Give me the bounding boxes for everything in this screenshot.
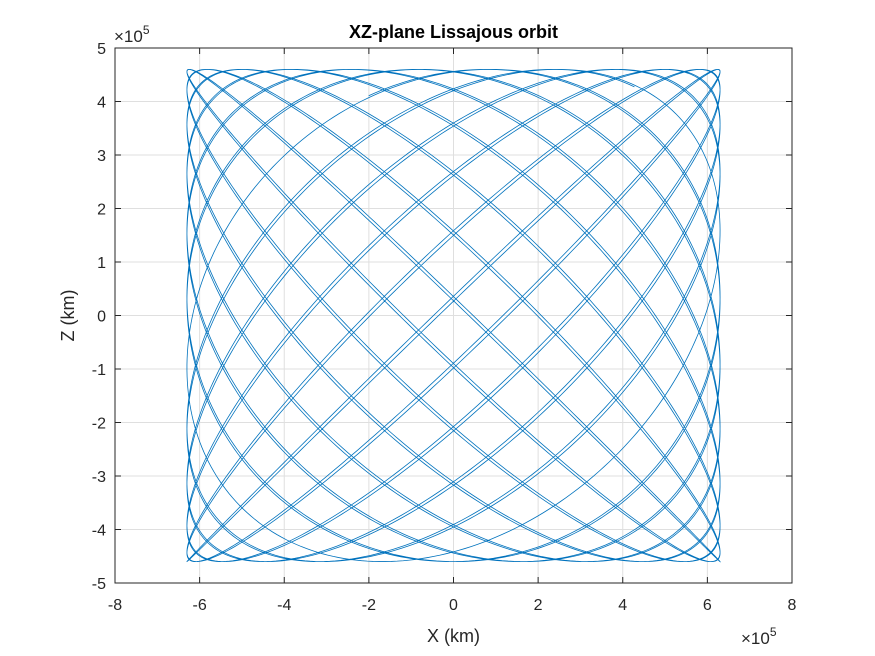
x-tick-label: 8 xyxy=(788,597,797,614)
x-tick-label: 2 xyxy=(534,597,543,614)
y-tick-label: 2 xyxy=(97,202,106,219)
x-exponent-power: 5 xyxy=(770,625,777,639)
y-tick-label: -4 xyxy=(92,523,106,540)
x-tick-labels: -8 -6 -4 -2 0 2 4 6 8 xyxy=(108,597,797,614)
x-tick-label: -6 xyxy=(193,597,207,614)
y-axis-label: Z (km) xyxy=(58,290,78,342)
x-tick-label: 0 xyxy=(449,597,458,614)
x-axis-label: X (km) xyxy=(427,626,480,646)
x-tick-label: 6 xyxy=(703,597,712,614)
y-tick-labels: -5 -4 -3 -2 -1 0 1 2 3 4 5 xyxy=(92,41,106,593)
y-exponent-base: ×10 xyxy=(114,27,143,46)
orbit-line xyxy=(186,68,721,563)
x-axis-exponent: ×105 xyxy=(741,625,777,648)
x-tick-label: -2 xyxy=(362,597,376,614)
y-exponent-power: 5 xyxy=(143,23,150,37)
ticks xyxy=(114,47,793,584)
y-tick-label: 3 xyxy=(97,148,106,165)
y-tick-label: 4 xyxy=(97,95,106,112)
y-tick-label: -1 xyxy=(92,362,106,379)
x-exponent-base: ×10 xyxy=(741,629,770,648)
y-tick-label: 1 xyxy=(97,255,106,272)
series-layer xyxy=(186,68,721,563)
y-tick-label: 5 xyxy=(97,41,106,58)
chart-title: XZ-plane Lissajous orbit xyxy=(349,22,558,42)
x-tick-label: 4 xyxy=(618,597,627,614)
y-tick-label: -3 xyxy=(92,469,106,486)
y-tick-label: 0 xyxy=(97,309,106,326)
x-tick-label: -4 xyxy=(277,597,291,614)
y-tick-label: -2 xyxy=(92,416,106,433)
x-tick-label: -8 xyxy=(108,597,122,614)
y-axis-exponent: ×105 xyxy=(114,23,150,46)
y-tick-label: -5 xyxy=(92,576,106,593)
